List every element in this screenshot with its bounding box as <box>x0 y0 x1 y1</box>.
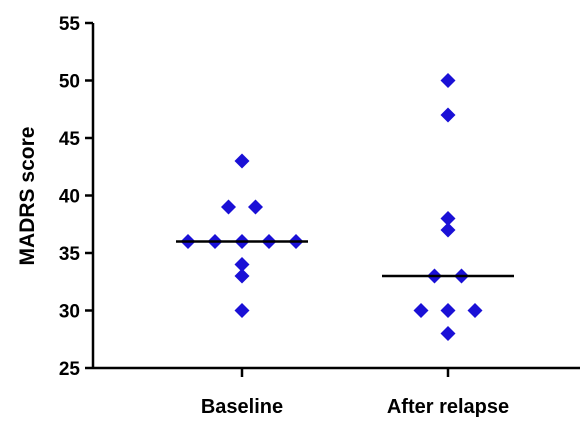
y-tick-label: 35 <box>59 244 81 265</box>
data-point <box>440 222 456 238</box>
y-tick-label: 50 <box>59 72 80 93</box>
data-point <box>467 303 483 318</box>
data-point <box>413 303 429 318</box>
data-point <box>234 153 250 169</box>
data-point <box>440 73 456 88</box>
y-tick-label: 25 <box>59 359 81 380</box>
x-category-label: After relapse <box>387 396 509 417</box>
y-tick-label: 45 <box>59 129 81 150</box>
median-lines <box>176 240 514 278</box>
y-tick-label: 55 <box>59 14 81 35</box>
y-axis: 25 30 35 40 45 50 55 <box>59 14 95 380</box>
x-axis: Baseline After relapse <box>93 366 580 418</box>
y-axis-title: MADRS score <box>16 127 39 266</box>
data-point <box>234 268 250 284</box>
data-point <box>440 107 456 123</box>
x-category-label: Baseline <box>201 396 283 417</box>
data-point <box>440 211 456 226</box>
data-point <box>440 303 456 318</box>
data-point <box>248 199 263 215</box>
data-point <box>221 199 236 215</box>
data-points <box>180 73 483 341</box>
data-point <box>234 303 250 318</box>
y-tick-label: 30 <box>59 302 80 323</box>
y-tick-label: 40 <box>59 187 80 208</box>
data-point <box>234 257 250 272</box>
data-point <box>440 326 456 341</box>
